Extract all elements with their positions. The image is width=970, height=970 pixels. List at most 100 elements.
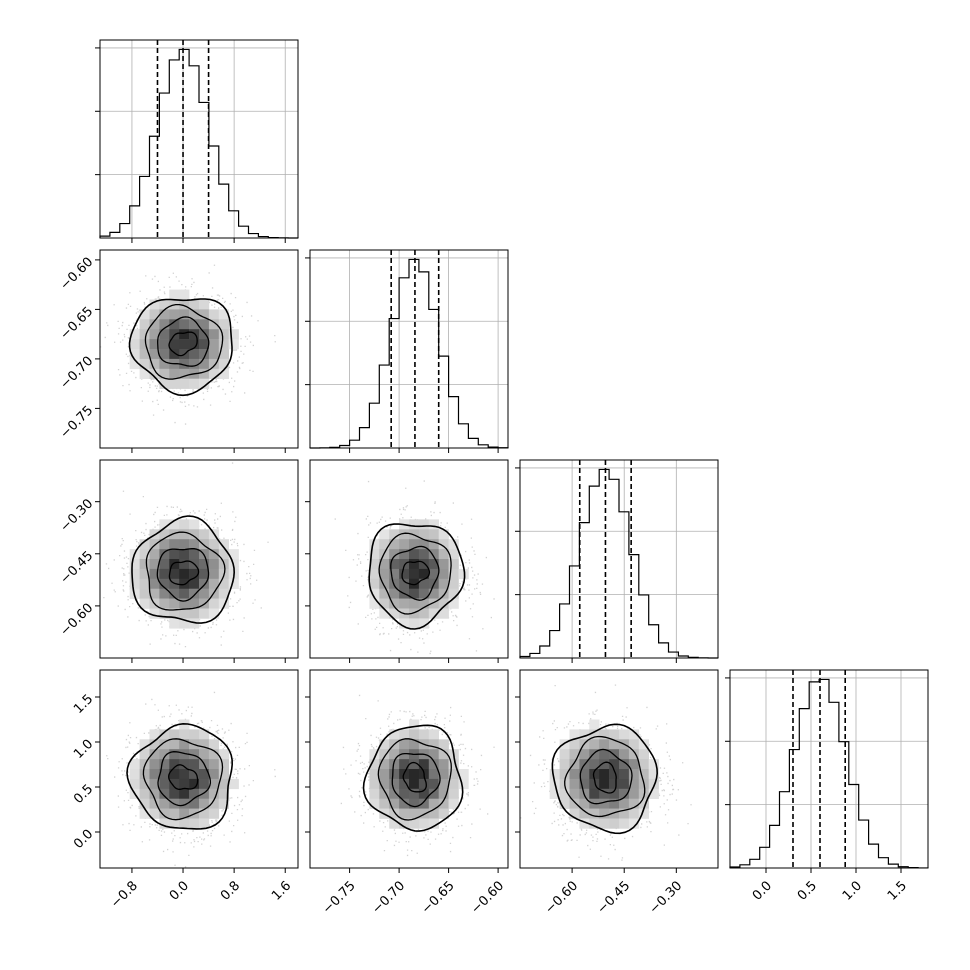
density-cell <box>218 749 229 760</box>
density-cell <box>379 608 390 619</box>
density-cell <box>129 329 140 340</box>
density-cell <box>199 778 210 790</box>
density-cell <box>418 559 430 570</box>
density-cell <box>569 769 580 780</box>
x-tick-label: −0.65 <box>419 878 458 917</box>
density-cell <box>619 749 630 760</box>
density-cell <box>438 749 449 760</box>
density-cell <box>159 299 170 310</box>
density-cell <box>189 549 200 560</box>
density-cell <box>139 769 150 780</box>
density-cell <box>159 349 170 360</box>
density-cell <box>149 578 160 589</box>
contour-line <box>168 331 198 357</box>
density-cell <box>409 729 420 740</box>
density-cell <box>139 349 150 360</box>
panel-frame <box>519 669 719 869</box>
density-cell <box>438 739 449 750</box>
density-cell <box>418 588 430 599</box>
density-cell <box>399 759 410 770</box>
density-cell <box>619 808 630 819</box>
density-cell <box>418 539 430 550</box>
density-cell <box>159 759 170 770</box>
density-cell <box>389 749 400 760</box>
density-cell <box>369 759 380 770</box>
x-tick-label: 0.0 <box>167 878 192 903</box>
density-cell <box>389 568 400 580</box>
density-cell <box>579 729 590 740</box>
density-cell <box>149 319 160 330</box>
density-cell <box>199 349 210 360</box>
density-cell <box>129 778 140 790</box>
density-cell <box>409 519 420 530</box>
density-cell <box>139 788 150 799</box>
density-cell <box>409 539 420 550</box>
density-cell <box>438 778 449 790</box>
density-cell <box>208 759 220 770</box>
density-cell <box>599 739 610 750</box>
density-cell <box>418 759 430 770</box>
density-cell <box>619 778 630 790</box>
density-cell <box>559 759 570 770</box>
contour-line <box>156 548 210 602</box>
density-cell <box>428 559 439 570</box>
density-cell <box>179 568 190 580</box>
density-cell <box>129 358 140 370</box>
density-cell <box>418 729 430 740</box>
density-cell <box>199 588 210 599</box>
density-cell <box>179 329 190 340</box>
density-cell <box>208 559 220 570</box>
histogram-panel-2 <box>305 249 509 453</box>
density-cell <box>189 798 200 809</box>
density-cell <box>159 608 170 619</box>
density-cell <box>458 778 469 790</box>
density-cell <box>189 539 200 550</box>
density-cell <box>149 608 160 619</box>
density-cell <box>218 778 229 790</box>
density-cell <box>389 608 400 619</box>
density-cell <box>149 299 160 310</box>
density-cell <box>179 309 190 320</box>
density-cell <box>139 559 150 570</box>
density-cell <box>409 559 420 570</box>
density-cell <box>428 759 439 770</box>
density-cell <box>389 559 400 570</box>
density-cell <box>169 378 180 389</box>
density-cell <box>599 808 610 819</box>
density-cell <box>149 788 160 799</box>
density-cell <box>389 798 400 809</box>
density-cell <box>169 349 180 360</box>
density-cell <box>218 309 229 320</box>
density-cell <box>448 759 459 770</box>
density-cell <box>179 769 190 780</box>
density-cell <box>208 358 220 370</box>
density-cell <box>379 798 390 809</box>
density-cell <box>208 309 220 320</box>
density-cell <box>189 778 200 790</box>
density-cell <box>399 818 410 829</box>
density-cell <box>418 778 430 790</box>
contour-line <box>168 764 199 790</box>
density-cell <box>428 729 439 740</box>
density-cell <box>208 788 220 799</box>
contour-line <box>157 316 210 367</box>
contour-line <box>362 724 464 832</box>
y-tick-label: 1.5 <box>71 692 96 717</box>
density-cell <box>208 608 220 619</box>
density-cell <box>139 808 150 819</box>
density-cell <box>409 549 420 560</box>
density-cell <box>448 568 459 580</box>
density-cell <box>179 378 190 389</box>
density-cell <box>169 519 180 530</box>
density-cell <box>179 539 190 550</box>
density-cell <box>169 759 180 770</box>
histogram-step <box>519 468 719 659</box>
y-tick-label: −0.45 <box>58 548 97 587</box>
density-cell <box>619 769 630 780</box>
density-cell <box>379 539 390 550</box>
histogram-step <box>729 678 929 869</box>
density-cell <box>159 749 170 760</box>
density-cell <box>208 539 220 550</box>
density-cell <box>589 749 600 760</box>
density-cell <box>418 598 430 609</box>
